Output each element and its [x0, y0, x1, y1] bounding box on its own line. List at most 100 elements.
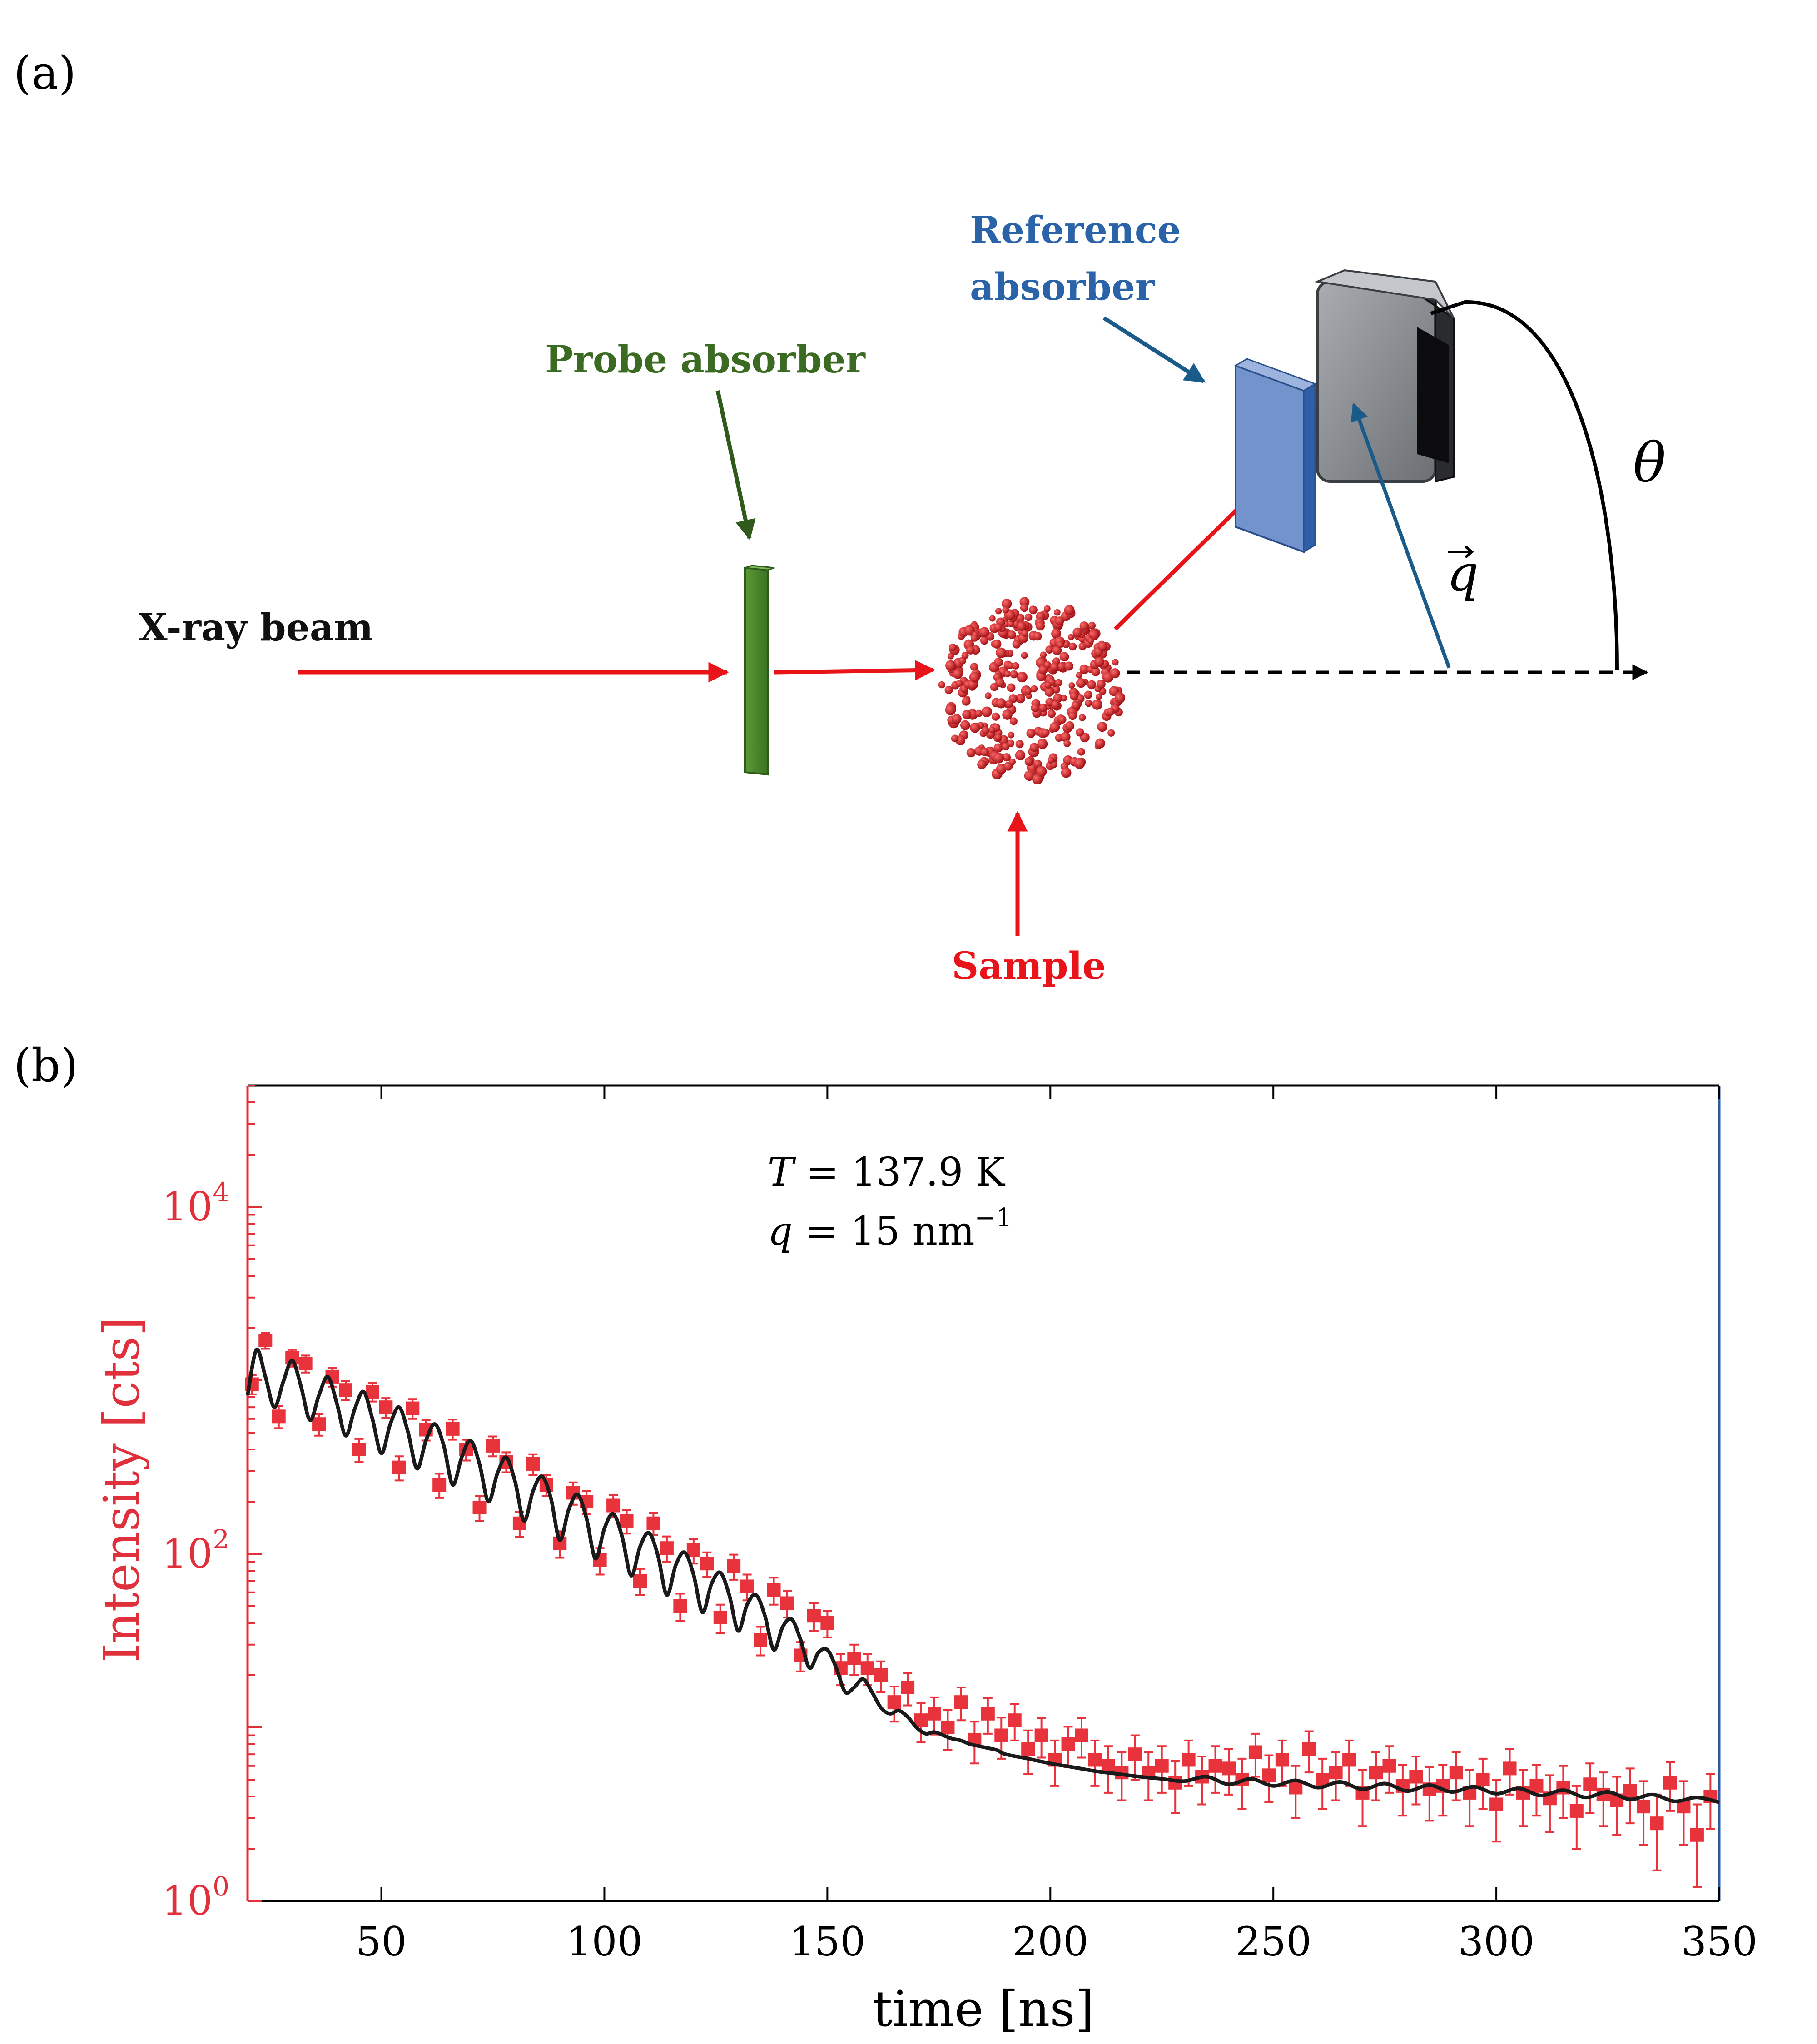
sample-particle [1051, 700, 1060, 709]
q-vector-label-arrow [1448, 545, 1474, 559]
sample-particle [1012, 640, 1021, 649]
data-point [352, 1443, 366, 1457]
sample-particle [1009, 717, 1018, 725]
sample-particle [1005, 700, 1013, 708]
annotation-q-var: q [768, 1209, 793, 1254]
sample-particle [1074, 758, 1085, 769]
data-point [1262, 1768, 1276, 1782]
sample-particle [1076, 728, 1084, 737]
data-point [727, 1559, 741, 1573]
sample-particle [1021, 630, 1029, 637]
data-point [887, 1695, 901, 1709]
sample-particle [1007, 662, 1014, 669]
sample-particle [1054, 609, 1061, 616]
data-point [1021, 1742, 1035, 1756]
sample-particle [964, 625, 975, 636]
sample-particle [969, 722, 980, 733]
data-point [780, 1596, 794, 1610]
data-point [1369, 1766, 1383, 1780]
sample-particle [1084, 690, 1092, 699]
sample-particle [1025, 757, 1033, 766]
data-point [298, 1356, 313, 1370]
x-tick-label: 50 [356, 1918, 407, 1965]
y-tick-label-base: 10 [162, 1877, 213, 1924]
data-point [633, 1574, 647, 1588]
data-point [1637, 1800, 1651, 1814]
sample-particle [1002, 709, 1013, 720]
sample-particle [1010, 670, 1018, 679]
data-point [606, 1498, 621, 1513]
y-tick-label-exponent: 4 [213, 1177, 229, 1208]
sample-particle [989, 615, 996, 622]
x-tick-label: 150 [789, 1918, 865, 1965]
y-tick-label-base: 10 [162, 1183, 213, 1230]
sample-particle [1092, 699, 1102, 710]
data-point [901, 1680, 915, 1694]
data-point [432, 1478, 447, 1492]
data-point [486, 1439, 500, 1453]
sample-particle [1016, 694, 1025, 704]
sample-particle [1049, 722, 1060, 733]
sample-particle [993, 743, 1003, 753]
y-tick-label-exponent: 2 [213, 1524, 229, 1555]
sample-particle [1047, 757, 1054, 764]
data-point [847, 1651, 861, 1665]
x-tick-label: 250 [1235, 1918, 1311, 1965]
data-point [312, 1417, 326, 1431]
sample-particle [1096, 693, 1102, 700]
data-point [1503, 1761, 1517, 1776]
annotation-q: q = 15 nm−1 [768, 1203, 1012, 1254]
sample-particle [1076, 678, 1086, 688]
sample-particle [985, 692, 992, 699]
y-tick-label: 104 [162, 1177, 229, 1230]
sample-particle [1028, 605, 1038, 615]
data-point [1583, 1777, 1597, 1791]
data-point [258, 1333, 273, 1347]
sample-particle [994, 658, 1003, 667]
reference-absorber-label-line2: absorber [970, 265, 1156, 309]
data-point [1409, 1770, 1423, 1784]
sample-particle [975, 709, 983, 717]
sample-particle [996, 647, 1007, 659]
data-point [954, 1695, 968, 1709]
sample-particle [1019, 597, 1030, 607]
sample-particle [1057, 641, 1064, 649]
data-point [874, 1668, 888, 1682]
sample-particle [1008, 630, 1016, 639]
theta-arc [1430, 300, 1619, 670]
data-point [1302, 1742, 1316, 1756]
data-point [1088, 1753, 1102, 1767]
data-point [1449, 1766, 1463, 1780]
sample-particle [1002, 753, 1011, 762]
sample-particle [1078, 714, 1086, 721]
sample-particle [949, 643, 957, 651]
sample-particle [1038, 665, 1048, 675]
probe-absorber-label: Probe absorber [545, 338, 866, 382]
data-point [1034, 1728, 1048, 1742]
q-vector-label: q [1447, 544, 1479, 602]
x-tick-label: 350 [1681, 1918, 1757, 1965]
data-point [339, 1383, 352, 1397]
probe-to-sample-beam-arrow [774, 660, 936, 681]
sample-particle [966, 645, 975, 655]
data-point [1128, 1747, 1142, 1761]
data-point [406, 1401, 420, 1415]
data-point [807, 1609, 821, 1623]
sample-particle [1077, 748, 1085, 756]
sample-particle [1096, 679, 1106, 689]
data-point [928, 1707, 941, 1721]
sample-particle [981, 706, 992, 717]
data-point [1569, 1804, 1584, 1818]
sample-particle [1097, 641, 1108, 651]
x-axis-ticks: 50 100 150 200 250 300 350 [356, 1086, 1757, 1965]
sample-particle [1045, 645, 1054, 654]
data-point [472, 1500, 487, 1514]
sample-particle [1091, 667, 1101, 676]
data-point [1222, 1761, 1236, 1776]
data-point [1155, 1759, 1169, 1773]
data-point [620, 1514, 634, 1528]
data-point [941, 1721, 955, 1735]
sample-particle [1068, 642, 1077, 651]
sample-particle [1050, 663, 1059, 671]
sample-particle [1025, 687, 1032, 695]
